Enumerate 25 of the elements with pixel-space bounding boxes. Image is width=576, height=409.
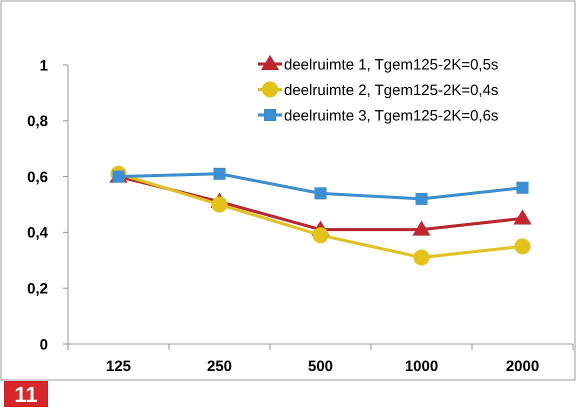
y-tick-label: 0,6 bbox=[27, 168, 48, 186]
y-tick-label: 0 bbox=[40, 336, 48, 354]
y-tick-label: 0,2 bbox=[27, 280, 48, 298]
y-tick-label: 1 bbox=[40, 57, 48, 74]
point bbox=[514, 209, 532, 224]
text: 11 bbox=[14, 382, 38, 407]
y-tick-label: 0,4 bbox=[27, 224, 49, 242]
point bbox=[414, 250, 430, 266]
x-tick-label: 2000 bbox=[506, 358, 540, 375]
point bbox=[516, 182, 528, 194]
point bbox=[214, 168, 226, 180]
x-tick-label: 125 bbox=[106, 358, 132, 375]
point bbox=[314, 187, 326, 200]
point bbox=[514, 238, 530, 254]
legend-label: deelruimte 1, Tgem125-2K=0,5s bbox=[284, 56, 498, 74]
x-tick-label: 250 bbox=[206, 358, 232, 375]
x-tick-label: 500 bbox=[308, 358, 334, 375]
legend-label: deelruimte 3, Tgem125-2K=0,6s bbox=[284, 107, 498, 124]
y-tick-label: 0,8 bbox=[27, 113, 48, 130]
point bbox=[412, 220, 430, 236]
legend-label: deelruimte 2, Tgem125-2K=0,4s bbox=[284, 82, 498, 99]
point bbox=[416, 192, 428, 205]
x-tick-label: 1000 bbox=[404, 358, 438, 375]
point bbox=[212, 196, 228, 212]
point bbox=[312, 227, 328, 244]
